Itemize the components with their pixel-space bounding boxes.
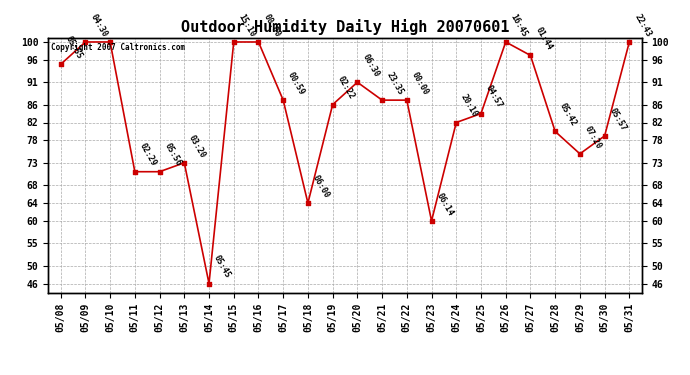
Text: 01:44: 01:44 bbox=[533, 26, 553, 52]
Text: 15:10: 15:10 bbox=[237, 12, 257, 38]
Point bbox=[327, 102, 338, 108]
Point bbox=[574, 151, 585, 157]
Text: 03:20: 03:20 bbox=[187, 133, 208, 159]
Point bbox=[451, 120, 462, 126]
Point bbox=[624, 39, 635, 45]
Text: 06:30: 06:30 bbox=[360, 53, 381, 79]
Title: Outdoor Humidity Daily High 20070601: Outdoor Humidity Daily High 20070601 bbox=[181, 19, 509, 35]
Text: 06:00: 06:00 bbox=[311, 173, 331, 200]
Point bbox=[500, 39, 511, 45]
Point bbox=[129, 169, 140, 175]
Text: 23:35: 23:35 bbox=[385, 70, 405, 96]
Point bbox=[402, 97, 413, 103]
Point bbox=[426, 218, 437, 224]
Point bbox=[377, 97, 388, 103]
Text: 05:55: 05:55 bbox=[63, 34, 84, 61]
Text: 04:30: 04:30 bbox=[88, 12, 108, 38]
Text: 05:57: 05:57 bbox=[608, 106, 628, 132]
Text: 05:45: 05:45 bbox=[212, 254, 233, 280]
Point bbox=[475, 111, 486, 117]
Point bbox=[253, 39, 264, 45]
Point bbox=[302, 200, 313, 206]
Text: 00:00: 00:00 bbox=[410, 70, 430, 96]
Text: Copyright 2007 Caltronics.com: Copyright 2007 Caltronics.com bbox=[51, 43, 186, 52]
Point bbox=[80, 39, 91, 45]
Point bbox=[228, 39, 239, 45]
Text: 22:43: 22:43 bbox=[632, 12, 653, 38]
Text: 00:00: 00:00 bbox=[262, 12, 282, 38]
Point bbox=[55, 62, 66, 68]
Text: 05:56: 05:56 bbox=[163, 142, 183, 168]
Point bbox=[277, 97, 288, 103]
Point bbox=[204, 280, 215, 286]
Point bbox=[179, 160, 190, 166]
Text: 04:57: 04:57 bbox=[484, 84, 504, 110]
Point bbox=[105, 39, 116, 45]
Text: 07:20: 07:20 bbox=[583, 124, 603, 150]
Point bbox=[525, 53, 536, 58]
Text: 02:22: 02:22 bbox=[335, 75, 356, 101]
Text: 06:14: 06:14 bbox=[435, 191, 455, 217]
Point bbox=[154, 169, 165, 175]
Point bbox=[599, 133, 610, 139]
Text: 20:10: 20:10 bbox=[460, 93, 480, 119]
Text: 02:29: 02:29 bbox=[138, 142, 158, 168]
Text: 05:42: 05:42 bbox=[558, 102, 578, 128]
Text: 16:45: 16:45 bbox=[509, 12, 529, 38]
Point bbox=[352, 79, 363, 85]
Point bbox=[550, 129, 561, 135]
Text: 00:59: 00:59 bbox=[286, 70, 306, 96]
